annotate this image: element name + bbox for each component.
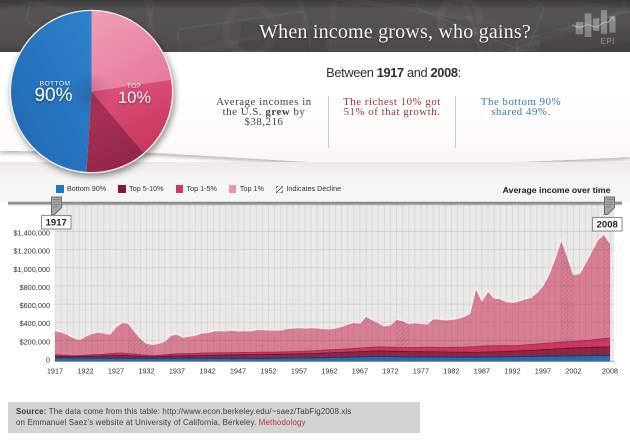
svg-text:1932: 1932: [138, 367, 154, 376]
svg-text:1947: 1947: [230, 367, 246, 376]
svg-text:1937: 1937: [169, 367, 185, 376]
svg-text:1962: 1962: [321, 367, 337, 376]
svg-text:$400,000: $400,000: [20, 319, 50, 328]
svg-text:$200,000: $200,000: [20, 337, 50, 346]
svg-text:1982: 1982: [443, 367, 459, 376]
svg-text:1927: 1927: [108, 367, 124, 376]
svg-text:$800,000: $800,000: [20, 283, 50, 292]
svg-text:EPI: EPI: [601, 37, 615, 46]
svg-text:BOTTOM: BOTTOM: [40, 81, 71, 88]
svg-text:$1,400,000: $1,400,000: [13, 229, 50, 238]
svg-text:1992: 1992: [504, 367, 520, 376]
svg-text:$600,000: $600,000: [20, 301, 50, 310]
svg-text:1917: 1917: [46, 218, 67, 229]
svg-text:1952: 1952: [260, 367, 276, 376]
svg-text:1942: 1942: [199, 367, 215, 376]
svg-text:1922: 1922: [77, 367, 93, 376]
svg-text:90%: 90%: [34, 85, 72, 106]
svg-text:1972: 1972: [382, 367, 398, 376]
svg-text:TOP: TOP: [127, 83, 141, 90]
svg-text:1917: 1917: [47, 367, 63, 376]
svg-text:1977: 1977: [413, 367, 429, 376]
svg-text:2002: 2002: [565, 367, 581, 376]
svg-text:10%: 10%: [118, 89, 151, 107]
svg-text:1957: 1957: [291, 367, 307, 376]
svg-text:1997: 1997: [535, 367, 551, 376]
svg-text:2008: 2008: [602, 367, 618, 376]
svg-text:1967: 1967: [352, 367, 368, 376]
svg-text:2008: 2008: [597, 220, 618, 231]
svg-text:0: 0: [46, 356, 50, 365]
svg-text:$1,000,000: $1,000,000: [13, 265, 50, 274]
svg-text:$1,200,000: $1,200,000: [13, 247, 50, 256]
svg-text:1987: 1987: [474, 367, 490, 376]
